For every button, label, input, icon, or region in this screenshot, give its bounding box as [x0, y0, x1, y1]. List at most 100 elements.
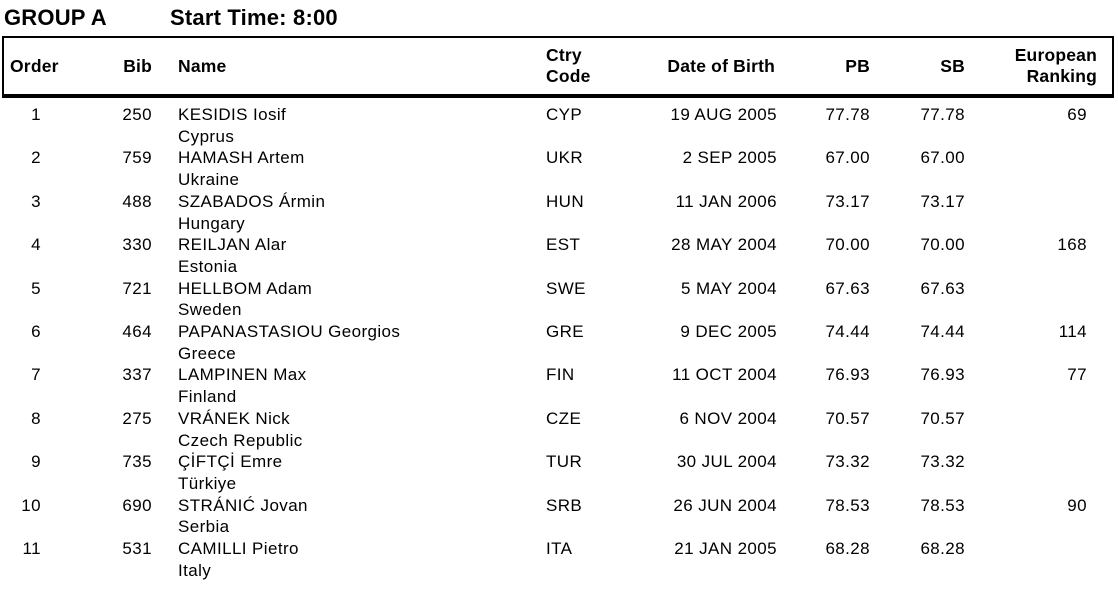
sb-cell: 73.17	[920, 191, 965, 211]
name-cell: REILJAN Alar Estonia	[156, 234, 526, 277]
order-cell: 8	[31, 408, 41, 428]
order-cell: 6	[31, 322, 41, 342]
dob-cell: 2 SEP 2005	[682, 148, 777, 168]
pb-cell: 67.63	[825, 278, 870, 298]
ctry-code-cell: CYP	[546, 105, 583, 124]
bib-cell: 488	[122, 191, 152, 211]
european-ranking-cell	[968, 278, 1113, 321]
order-cell: 10	[21, 495, 41, 515]
order-cell: 5	[31, 278, 41, 298]
col-header-european-ranking: European Ranking	[968, 36, 1114, 98]
ctry-code-cell: CZE	[546, 408, 582, 428]
table-row: 10 690 STRÁNIĆ Jovan Serbia SRB 26 JUN 2…	[3, 495, 1113, 538]
european-ranking-cell: 69	[1067, 105, 1087, 124]
table-row: 7 337 LAMPINEN Max Finland FIN 11 OCT 20…	[3, 364, 1113, 407]
european-ranking-cell	[968, 408, 1113, 451]
start-list-body: 1 250 KESIDIS Iosif Cyprus CYP 19 AUG 20…	[3, 96, 1113, 581]
col-header-bib: Bib	[65, 36, 156, 98]
pb-cell: 73.32	[825, 452, 870, 472]
ctry-code-cell: TUR	[546, 452, 583, 472]
bib-cell: 337	[122, 365, 152, 385]
pb-cell: 78.53	[825, 495, 870, 515]
bib-cell: 531	[122, 539, 152, 559]
name-cell: ÇİFTÇİ Emre Türkiye	[156, 451, 526, 494]
athlete-name: PAPANASTASIOU Georgios	[178, 322, 401, 342]
start-list-table: Order Bib Name Ctry Code Date of Birth P…	[2, 36, 1114, 581]
athlete-name: VRÁNEK Nick	[178, 408, 291, 428]
athlete-country: Estonia	[178, 256, 238, 276]
sb-cell: 67.00	[920, 148, 965, 168]
sb-cell: 78.53	[920, 495, 965, 515]
sb-cell: 76.93	[920, 365, 965, 385]
athlete-name: REILJAN Alar	[178, 235, 287, 255]
pb-cell: 67.00	[825, 148, 870, 168]
table-row: 11 531 CAMILLI Pietro Italy ITA 21 JAN 2…	[3, 538, 1113, 581]
name-cell: PAPANASTASIOU Georgios Greece	[156, 321, 526, 364]
ctry-code-cell: SRB	[546, 495, 583, 515]
ctry-code-cell: FIN	[546, 365, 575, 385]
name-cell: HELLBOM Adam Sweden	[156, 278, 526, 321]
table-header-row: Order Bib Name Ctry Code Date of Birth P…	[2, 36, 1114, 98]
pb-cell: 74.44	[825, 322, 870, 342]
name-cell: STRÁNIĆ Jovan Serbia	[156, 495, 526, 538]
col-header-date-of-birth: Date of Birth	[618, 36, 781, 98]
order-cell: 4	[31, 235, 41, 255]
pb-cell: 70.57	[825, 408, 870, 428]
sb-cell: 73.32	[920, 452, 965, 472]
european-ranking-cell: 77	[1067, 365, 1087, 385]
bib-cell: 735	[122, 452, 152, 472]
athlete-name: HAMASH Artem	[178, 148, 305, 168]
order-cell: 2	[31, 148, 41, 168]
european-ranking-cell	[968, 191, 1113, 234]
pb-cell: 68.28	[825, 539, 870, 559]
order-cell: 9	[31, 452, 41, 472]
dob-cell: 21 JAN 2005	[674, 539, 777, 559]
name-cell: KESIDIS Iosif Cyprus	[156, 96, 526, 147]
col-header-sb: SB	[873, 36, 968, 98]
sb-cell: 70.57	[920, 408, 965, 428]
athlete-name: CAMILLI Pietro	[178, 539, 299, 559]
order-cell: 11	[22, 539, 41, 559]
athlete-name: ÇİFTÇİ Emre	[178, 452, 283, 472]
athlete-country: Sweden	[178, 300, 242, 320]
group-title: GROUP A	[4, 5, 107, 30]
table-row: 1 250 KESIDIS Iosif Cyprus CYP 19 AUG 20…	[3, 96, 1113, 147]
col-header-pb: PB	[781, 36, 873, 98]
table-row: 2 759 HAMASH Artem Ukraine UKR 2 SEP 200…	[3, 147, 1113, 190]
table-row: 3 488 SZABADOS Ármin Hungary HUN 11 JAN …	[3, 191, 1113, 234]
order-cell: 1	[31, 105, 41, 124]
dob-cell: 11 JAN 2006	[675, 191, 777, 211]
pb-cell: 73.17	[825, 191, 870, 211]
bib-cell: 690	[122, 495, 152, 515]
athlete-country: Finland	[178, 387, 237, 407]
pb-cell: 76.93	[825, 365, 870, 385]
ctry-code-cell: HUN	[546, 191, 585, 211]
athlete-name: SZABADOS Ármin	[178, 191, 326, 211]
european-ranking-cell	[968, 451, 1113, 494]
table-header: Order Bib Name Ctry Code Date of Birth P…	[2, 36, 1114, 98]
athlete-country: Serbia	[178, 517, 230, 537]
bib-cell: 275	[122, 408, 152, 428]
dob-cell: 6 NOV 2004	[679, 408, 777, 428]
athlete-country: Czech Republic	[178, 430, 303, 450]
table-row: 9 735 ÇİFTÇİ Emre Türkiye TUR 30 JUL 200…	[3, 451, 1113, 494]
athlete-name: STRÁNIĆ Jovan	[178, 495, 308, 515]
dob-cell: 9 DEC 2005	[680, 322, 777, 342]
dob-cell: 5 MAY 2004	[681, 278, 777, 298]
athlete-country: Ukraine	[178, 170, 240, 190]
ctry-code-cell: SWE	[546, 278, 586, 298]
dob-cell: 28 MAY 2004	[671, 235, 777, 255]
order-cell: 3	[31, 191, 41, 211]
athlete-name: LAMPINEN Max	[178, 365, 307, 385]
european-ranking-cell	[968, 538, 1113, 581]
col-header-order: Order	[2, 36, 65, 98]
bib-cell: 250	[122, 105, 152, 124]
dob-cell: 26 JUN 2004	[673, 495, 777, 515]
table-row: 5 721 HELLBOM Adam Sweden SWE 5 MAY 2004…	[3, 278, 1113, 321]
ctry-code-cell: EST	[546, 235, 581, 255]
dob-cell: 30 JUL 2004	[676, 452, 777, 472]
athlete-country: Italy	[178, 560, 212, 580]
dob-cell: 19 AUG 2005	[670, 105, 777, 124]
bib-cell: 721	[122, 278, 152, 298]
name-cell: HAMASH Artem Ukraine	[156, 147, 526, 190]
